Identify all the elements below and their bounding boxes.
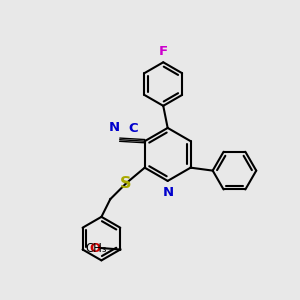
Text: N: N bbox=[163, 186, 174, 199]
Text: F: F bbox=[159, 45, 168, 58]
Text: C: C bbox=[129, 122, 139, 135]
Text: CH₃: CH₃ bbox=[85, 242, 106, 254]
Text: O: O bbox=[89, 242, 100, 254]
Text: N: N bbox=[109, 122, 120, 134]
Text: S: S bbox=[120, 176, 132, 191]
